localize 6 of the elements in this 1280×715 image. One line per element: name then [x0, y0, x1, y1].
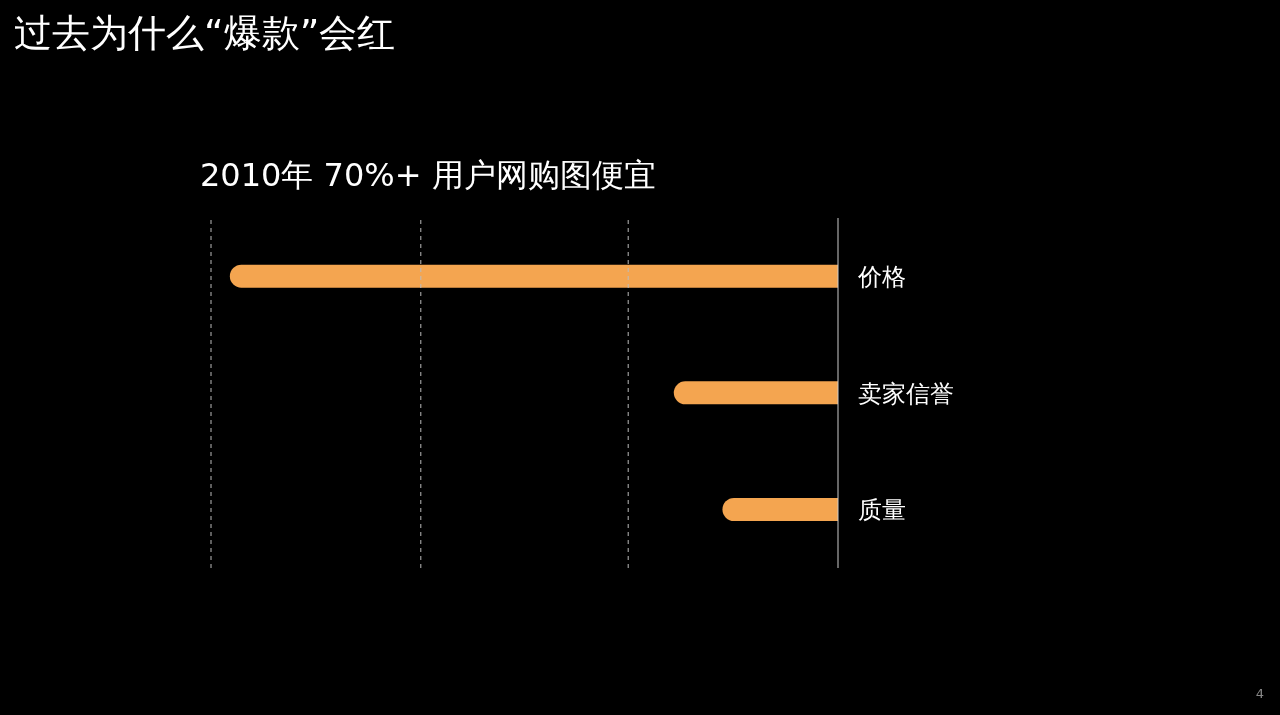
y-tick-label: 价格 [857, 262, 906, 291]
text: 4 [1255, 686, 1264, 701]
chart-subtitle: 2010年 70%+ 用户网购图便宜 [200, 155, 656, 196]
y-tick-label: 质量 [858, 496, 906, 525]
chart-title: 过去为什么“爆款”会红 [14, 10, 396, 57]
y-tick-label: 卖家信誉 [858, 379, 954, 408]
